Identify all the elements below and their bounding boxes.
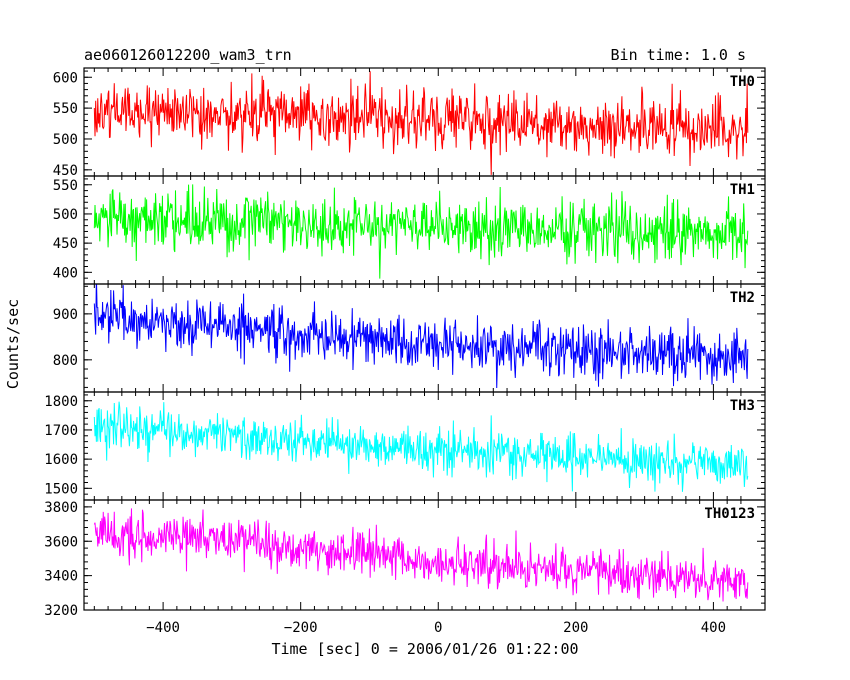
- x-tick-label: 400: [701, 620, 726, 636]
- panel-th0: 450 500 550 600 TH0: [53, 67, 766, 179]
- y-tick-label: 900: [53, 307, 78, 323]
- x-axis: −400 −200 0 200 400: [146, 620, 726, 636]
- chart-title: ae060126012200_wam3_trn: [84, 46, 292, 64]
- series-line-th1: [93, 184, 749, 279]
- y-tick-label: 1500: [44, 481, 78, 497]
- y-tick-label: 500: [53, 132, 78, 148]
- y-tick-label: 500: [53, 207, 78, 223]
- x-axis-label: Time [sec] 0 = 2006/01/26 01:22:00: [271, 640, 578, 658]
- panel-th2: 800 900 TH2: [53, 283, 766, 393]
- y-tick-label: 450: [53, 236, 78, 252]
- series-line-th0123: [93, 508, 749, 602]
- panel-label-th3: TH3: [730, 398, 755, 414]
- panel-frame: [83, 283, 766, 393]
- y-tick-label: 3800: [44, 500, 78, 516]
- bin-time-label: Bin time: 1.0 s: [611, 46, 746, 64]
- series-line-th3: [93, 401, 749, 492]
- x-tick-label: 0: [434, 620, 442, 636]
- y-tick-label: 1600: [44, 452, 78, 468]
- series-line-th2: [93, 284, 749, 388]
- panel-label-th0: TH0: [730, 74, 755, 90]
- panel-th3: 1500 1600 1700 1800 TH3: [44, 391, 766, 501]
- panel-th1: 400 450 500 550 TH1: [53, 175, 766, 285]
- y-tick-label: 3200: [44, 603, 78, 619]
- y-tick-label: 600: [53, 70, 78, 86]
- y-tick-label: 3600: [44, 534, 78, 550]
- y-tick-label: 800: [53, 353, 78, 369]
- panel-frame: [83, 67, 766, 177]
- y-tick-label: 3400: [44, 569, 78, 585]
- y-axis-label: Counts/sec: [4, 299, 22, 389]
- y-tick-label: 550: [53, 101, 78, 117]
- y-tick-label: 450: [53, 163, 78, 179]
- y-tick-label: 1700: [44, 423, 78, 439]
- x-tick-label: −200: [284, 620, 318, 636]
- y-tick-label: 1800: [44, 394, 78, 410]
- panel-label-th0123: TH0123: [704, 506, 755, 522]
- y-tick-label: 400: [53, 265, 78, 281]
- panel-label-th2: TH2: [730, 290, 755, 306]
- series-line-th0: [93, 71, 749, 175]
- panels-group: 450 500 550 600 TH0 400 450 500 550 TH1 800 900 TH2 1…: [44, 67, 766, 619]
- panel-label-th1: TH1: [730, 182, 755, 198]
- panel-th0123: 3200 3400 3600 3800 TH0123: [44, 499, 766, 619]
- x-tick-label: 200: [563, 620, 588, 636]
- y-tick-label: 550: [53, 178, 78, 194]
- x-tick-label: −400: [146, 620, 180, 636]
